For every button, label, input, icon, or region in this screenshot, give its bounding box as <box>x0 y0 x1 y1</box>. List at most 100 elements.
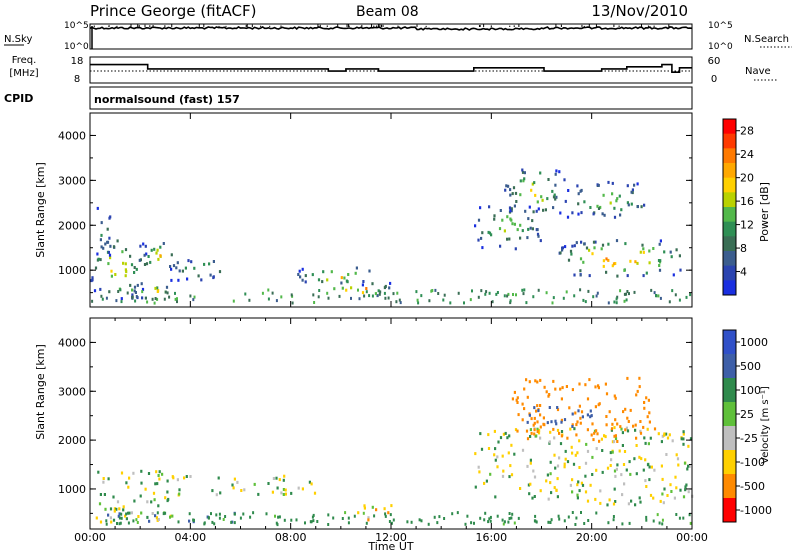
velocity-cell <box>554 466 557 470</box>
velocity-cell <box>635 393 638 397</box>
power-cell <box>178 269 181 273</box>
power-cell <box>619 213 622 217</box>
power-cell <box>340 276 343 280</box>
velocity-cell <box>157 504 160 508</box>
power-cell <box>554 183 557 187</box>
velocity-cell <box>341 517 344 520</box>
power-cell <box>529 226 532 230</box>
power-cell <box>368 269 371 273</box>
velocity-cell <box>224 515 227 518</box>
power-cell <box>507 292 510 296</box>
colorbar-swatch <box>723 330 736 355</box>
power-cell <box>671 289 674 293</box>
velocity-cell <box>593 431 596 435</box>
power-cell <box>100 233 103 237</box>
velocity-cell <box>621 522 624 526</box>
power-cell <box>611 264 614 268</box>
velocity-cell <box>590 414 593 418</box>
velocity-cell <box>566 436 569 440</box>
velocity-cell <box>616 440 619 443</box>
velocity-cell <box>533 421 536 425</box>
velocity-cell <box>304 521 306 525</box>
velocity-cell <box>634 423 637 427</box>
velocity-cell <box>539 436 542 440</box>
velocity-cell <box>618 449 621 453</box>
power-cell <box>643 203 646 207</box>
power-cell <box>104 242 107 246</box>
velocity-cell <box>649 493 653 497</box>
velocity-cell <box>548 393 551 396</box>
power-cell <box>153 301 156 305</box>
power-cell <box>116 239 119 243</box>
velocity-cell <box>571 490 574 494</box>
velocity-cell <box>384 512 387 516</box>
velocity-cell <box>504 431 507 435</box>
velocity-cell <box>579 416 582 420</box>
velocity-cell <box>116 522 118 525</box>
velocity-cell <box>479 516 482 520</box>
velocity-cell <box>661 518 664 522</box>
power-cell <box>327 296 330 300</box>
power-cell <box>611 192 614 196</box>
power-cell <box>91 276 94 280</box>
velocity-cell <box>353 514 356 518</box>
colorbar-tick-label: 100 <box>740 384 761 397</box>
velocity-cell <box>215 513 218 517</box>
power-cell <box>358 297 361 301</box>
velocity-cell <box>176 478 179 482</box>
power-cell <box>522 292 525 296</box>
power-cell <box>166 291 169 295</box>
power-cell <box>579 269 582 273</box>
power-cell <box>434 288 437 292</box>
velocity-cell <box>580 410 584 414</box>
velocity-cell <box>629 472 632 476</box>
velocity-cell <box>621 444 624 447</box>
velocity-cell <box>626 429 630 433</box>
power-cell <box>301 278 304 282</box>
power-cell <box>674 293 677 297</box>
velocity-cell <box>164 511 167 515</box>
velocity-cell <box>146 515 149 519</box>
power-cell <box>512 293 514 296</box>
velocity-cell <box>514 428 518 432</box>
power-cell <box>619 289 622 293</box>
power-cell <box>420 294 423 298</box>
power-cell <box>526 236 529 240</box>
y-tick-label: 4000 <box>58 129 86 142</box>
velocity-cell <box>656 513 659 517</box>
velocity-cell <box>470 521 473 525</box>
velocity-cell <box>578 404 581 408</box>
power-cell <box>588 248 591 252</box>
power-cell <box>573 273 576 277</box>
power-cell <box>94 266 98 270</box>
velocity-cell <box>687 490 690 494</box>
velocity-cell <box>589 415 592 419</box>
power-cell <box>582 298 585 302</box>
noise-left-label: N.Sky <box>4 34 32 45</box>
velocity-cell <box>132 519 135 523</box>
power-cell <box>498 227 502 231</box>
power-cell <box>509 193 512 197</box>
power-cell <box>108 216 111 220</box>
noise-right-tick-bottom: 10^0 <box>708 42 733 52</box>
velocity-cell <box>496 455 499 459</box>
velocity-cell <box>548 406 551 409</box>
velocity-cell <box>583 522 586 525</box>
power-cell <box>536 228 539 232</box>
power-cell <box>100 294 103 298</box>
velocity-cell <box>118 522 121 526</box>
velocity-cell <box>164 496 167 500</box>
velocity-cell <box>282 488 285 491</box>
velocity-cell <box>605 392 609 396</box>
colorbar-tick-label: 12 <box>740 219 754 232</box>
power-cell <box>554 172 557 176</box>
velocity-cell <box>640 457 643 461</box>
velocity-cell <box>528 492 531 496</box>
power-cell <box>477 238 480 242</box>
power-cell <box>626 201 629 205</box>
velocity-cell <box>533 428 536 432</box>
power-cell <box>564 199 567 203</box>
x-tick-label: 20:00 <box>576 531 608 544</box>
power-cell <box>97 257 100 261</box>
power-cell <box>504 188 507 192</box>
